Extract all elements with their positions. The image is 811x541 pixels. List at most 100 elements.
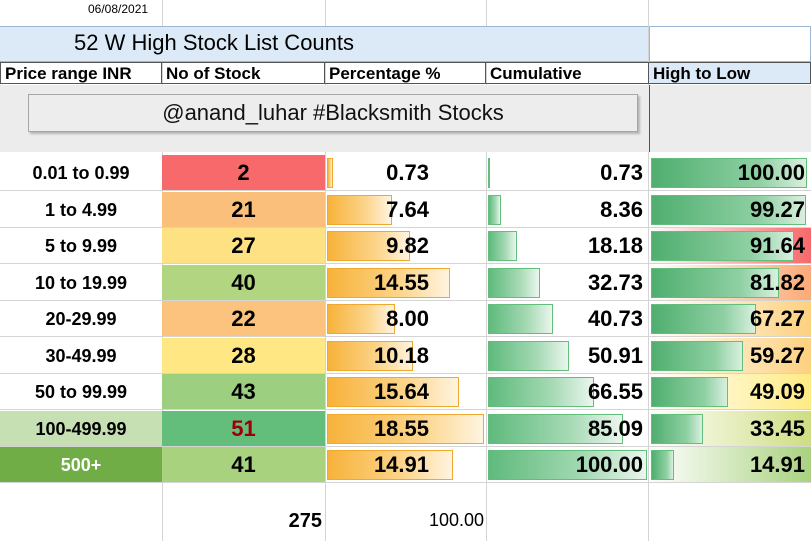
stock-count-cell[interactable]: 2	[162, 155, 325, 191]
stock-count-cell[interactable]: 40	[162, 264, 325, 301]
percentage-value: 18.55	[373, 415, 429, 441]
high-to-low-cell[interactable]: 81.82	[649, 264, 811, 301]
date-cell[interactable]: 06/08/2021	[88, 2, 149, 16]
percentage-cell[interactable]: 14.55	[325, 265, 486, 301]
percentage-data-bar	[327, 231, 411, 261]
cumulative-data-bar	[488, 158, 490, 188]
high-to-low-data-bar	[651, 158, 807, 188]
stock-count-cell[interactable]: 41	[162, 447, 325, 483]
cumulative-value: 100.00	[575, 452, 643, 477]
percentage-cell[interactable]: 15.64	[325, 374, 486, 410]
cumulative-cell[interactable]: 40.73	[486, 301, 649, 337]
cumulative-cell[interactable]: 8.36	[486, 192, 649, 228]
grid-column-line	[325, 0, 326, 541]
price-range-cell[interactable]: 100-499.99	[0, 410, 162, 447]
cumulative-value: 32.73	[587, 269, 643, 295]
percentage-value: 15.64	[373, 379, 429, 404]
percentage-cell[interactable]: 14.91	[325, 447, 486, 483]
cumulative-data-bar	[488, 304, 553, 334]
header-cumulative[interactable]: Cumulative	[486, 62, 649, 84]
high-to-low-cell[interactable]: 67.27	[649, 301, 811, 337]
high-to-low-data-bar	[651, 304, 756, 334]
table-row: 5 to 9.99 27 9.82 18.18 91.64	[0, 228, 811, 264]
high-to-low-cell[interactable]: 59.27	[649, 337, 811, 374]
total-percentage[interactable]: 100.00	[428, 510, 484, 530]
watermark-side-cell[interactable]	[649, 85, 811, 152]
total-count[interactable]: 275	[288, 510, 322, 532]
high-to-low-value: 99.27	[749, 196, 805, 222]
percentage-data-bar	[327, 267, 451, 298]
price-range-cell[interactable]: 5 to 9.99	[0, 228, 162, 264]
high-to-low-cell[interactable]: 49.09	[649, 374, 811, 410]
high-to-low-cell[interactable]: 91.64	[649, 228, 811, 264]
high-to-low-cell[interactable]: 100.00	[649, 155, 811, 191]
high-to-low-value: 91.64	[749, 233, 805, 258]
stock-count-cell[interactable]: 21	[162, 191, 325, 228]
percentage-data-bar	[327, 304, 395, 334]
percentage-cell[interactable]: 9.82	[325, 228, 486, 264]
price-range-cell[interactable]: 30-49.99	[0, 337, 162, 374]
high-to-low-value: 59.27	[749, 342, 805, 368]
price-range-cell[interactable]: 50 to 99.99	[0, 374, 162, 410]
percentage-data-bar	[327, 413, 484, 444]
price-range-cell[interactable]: 20-29.99	[0, 301, 162, 337]
table-row: 100-499.99 51 18.55 85.09 33.45	[0, 410, 811, 447]
high-to-low-cell[interactable]: 33.45	[649, 410, 811, 447]
header-high-to-low[interactable]: High to Low	[649, 62, 811, 84]
percentage-cell[interactable]: 8.00	[325, 301, 486, 337]
percentage-cell[interactable]: 7.64	[325, 192, 486, 228]
percentage-value: 9.82	[386, 233, 429, 258]
percentage-data-bar	[327, 158, 334, 188]
high-to-low-data-bar	[651, 377, 728, 407]
high-to-low-data-bar	[651, 267, 779, 298]
header-percentage[interactable]: Percentage %	[325, 62, 486, 84]
title-cell[interactable]	[0, 26, 648, 62]
cumulative-value: 85.09	[587, 415, 643, 441]
percentage-value: 7.64	[386, 196, 429, 222]
cumulative-cell[interactable]: 18.18	[486, 228, 649, 264]
high-to-low-value: 67.27	[749, 306, 805, 331]
stock-count-cell[interactable]: 22	[162, 301, 325, 337]
percentage-cell[interactable]: 18.55	[325, 411, 486, 447]
header-no-of-stock[interactable]: No of Stock	[162, 62, 325, 84]
stock-count-cell[interactable]: 43	[162, 374, 325, 410]
cumulative-cell[interactable]: 66.55	[486, 374, 649, 410]
percentage-value: 8.00	[386, 306, 429, 331]
stock-count-cell[interactable]: 28	[162, 337, 325, 374]
title-side-cell[interactable]	[649, 26, 811, 62]
grid-column-line	[486, 0, 487, 541]
high-to-low-cell[interactable]: 99.27	[649, 191, 811, 228]
stock-count-cell[interactable]: 27	[162, 228, 325, 264]
cumulative-value: 66.55	[587, 379, 643, 404]
cumulative-data-bar	[488, 340, 569, 371]
cumulative-cell[interactable]: 0.73	[486, 155, 649, 191]
percentage-cell[interactable]: 0.73	[325, 155, 486, 191]
price-range-cell[interactable]: 1 to 4.99	[0, 191, 162, 228]
cumulative-cell[interactable]: 100.00	[486, 447, 649, 483]
header-price-range[interactable]: Price range INR	[0, 62, 162, 84]
high-to-low-cell[interactable]: 14.91	[649, 447, 811, 483]
cumulative-value: 8.36	[600, 196, 643, 222]
cumulative-cell[interactable]: 85.09	[486, 411, 649, 447]
row-separator	[0, 445, 811, 447]
high-to-low-value: 33.45	[749, 415, 805, 441]
cumulative-cell[interactable]: 50.91	[486, 338, 649, 374]
cumulative-data-bar	[488, 267, 541, 298]
cumulative-cell[interactable]: 32.73	[486, 265, 649, 301]
cumulative-data-bar	[488, 450, 647, 480]
stock-count-cell[interactable]: 51	[162, 410, 325, 447]
high-to-low-value: 14.91	[749, 452, 805, 477]
percentage-data-bar	[327, 450, 454, 480]
high-to-low-data-bar	[651, 231, 794, 261]
watermark-textbox[interactable]: @anand_luhar #Blacksmith Stocks	[28, 94, 638, 132]
price-range-cell[interactable]: 500+	[0, 447, 162, 483]
high-to-low-value: 81.82	[749, 269, 805, 295]
price-range-cell[interactable]: 0.01 to 0.99	[0, 155, 162, 191]
percentage-data-bar	[327, 377, 460, 407]
cumulative-data-bar	[488, 377, 594, 407]
row-separator	[0, 226, 811, 228]
high-to-low-data-bar	[651, 450, 675, 480]
table-row: 50 to 99.99 43 15.64 66.55 49.09	[0, 374, 811, 410]
price-range-cell[interactable]: 10 to 19.99	[0, 264, 162, 301]
percentage-cell[interactable]: 10.18	[325, 338, 486, 374]
